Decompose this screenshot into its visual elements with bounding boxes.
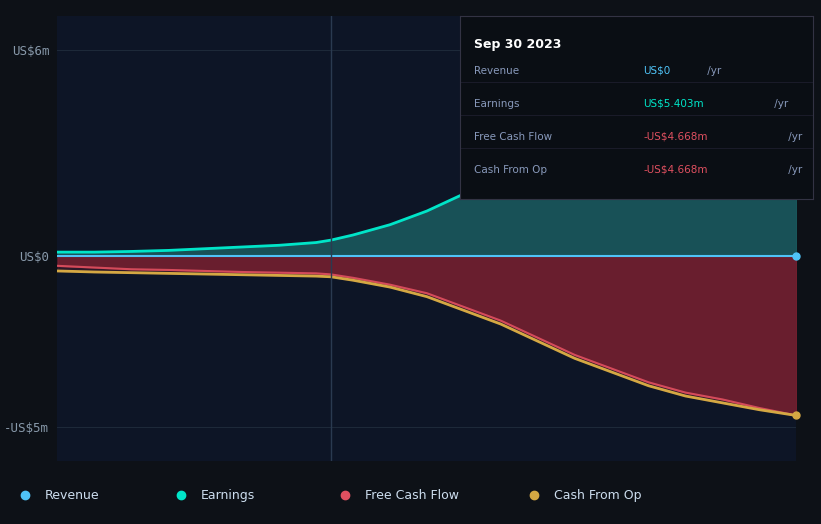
Text: Cash From Op: Cash From Op (474, 165, 547, 175)
Text: /yr: /yr (704, 66, 722, 76)
Text: Revenue: Revenue (474, 66, 519, 76)
Text: /yr: /yr (785, 165, 802, 175)
Text: Earnings: Earnings (474, 99, 520, 109)
Text: Free Cash Flow: Free Cash Flow (474, 132, 552, 142)
Text: /yr: /yr (771, 99, 788, 109)
Text: Revenue: Revenue (45, 489, 100, 501)
Text: -US$4.668m: -US$4.668m (644, 165, 708, 175)
Text: -US$4.668m: -US$4.668m (644, 132, 708, 142)
Text: Past: Past (772, 60, 795, 70)
Text: Sep 30 2023: Sep 30 2023 (474, 38, 562, 51)
Text: Free Cash Flow: Free Cash Flow (365, 489, 459, 501)
Text: US$5.403m: US$5.403m (644, 99, 704, 109)
Text: /yr: /yr (785, 132, 802, 142)
Text: Earnings: Earnings (201, 489, 255, 501)
Text: US$0: US$0 (644, 66, 671, 76)
Text: Cash From Op: Cash From Op (554, 489, 642, 501)
